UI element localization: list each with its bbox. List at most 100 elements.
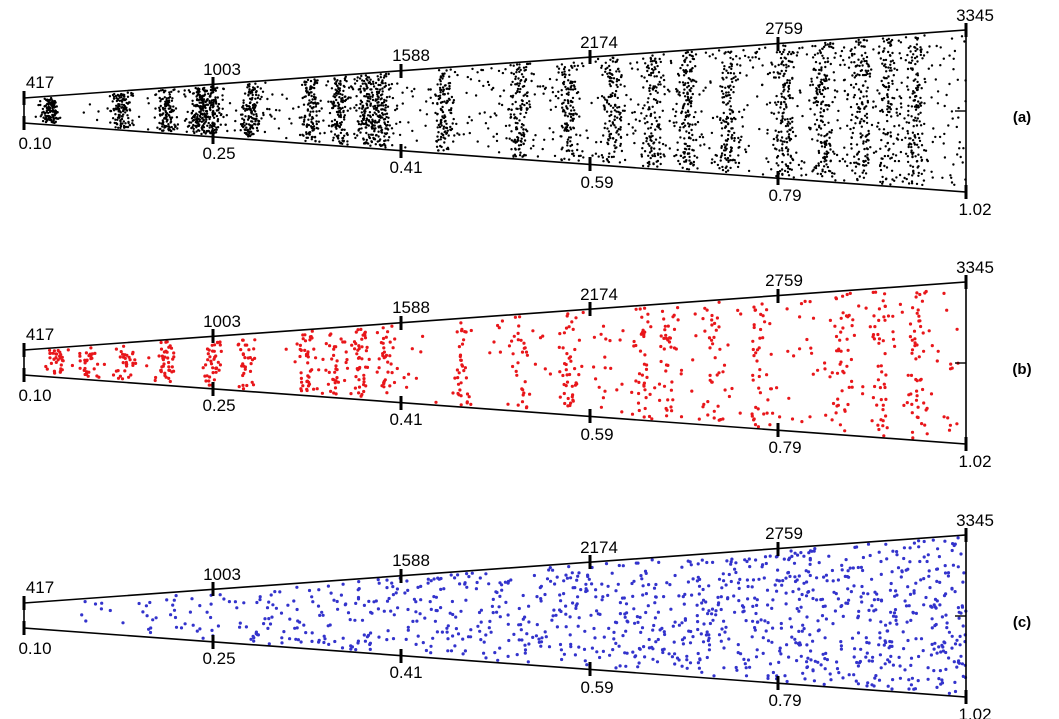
galaxy-point	[862, 142, 865, 145]
galaxy-point	[865, 39, 869, 42]
galaxy-point	[787, 133, 791, 136]
galaxy-point	[383, 135, 386, 138]
galaxy-point	[859, 136, 863, 139]
galaxy-point	[927, 329, 931, 333]
galaxy-point	[792, 51, 795, 55]
galaxy-point	[574, 112, 577, 115]
galaxy-point	[644, 62, 647, 65]
galaxy-point	[828, 318, 833, 322]
galaxy-point	[208, 117, 211, 121]
galaxy-point	[724, 86, 727, 90]
galaxy-point	[254, 104, 257, 107]
galaxy-point	[449, 125, 452, 129]
galaxy-point	[551, 91, 555, 94]
galaxy-point	[185, 117, 188, 121]
galaxy-point	[909, 618, 913, 622]
galaxy-point	[921, 132, 924, 135]
galaxy-point	[210, 628, 214, 632]
galaxy-point	[836, 597, 841, 601]
galaxy-point	[749, 59, 752, 62]
galaxy-point	[127, 116, 130, 120]
galaxy-point	[879, 163, 882, 166]
galaxy-point	[889, 183, 892, 186]
galaxy-point	[211, 106, 214, 109]
galaxy-point	[918, 139, 922, 143]
galaxy-point	[649, 136, 652, 139]
galaxy-point	[163, 96, 166, 99]
galaxy-point	[666, 324, 670, 328]
galaxy-point	[828, 143, 832, 146]
galaxy-point	[512, 334, 516, 338]
galaxy-point	[915, 88, 919, 92]
galaxy-point	[747, 169, 751, 173]
galaxy-point	[333, 96, 337, 99]
galaxy-point	[364, 142, 367, 145]
galaxy-point	[786, 130, 789, 133]
galaxy-point	[191, 109, 195, 113]
galaxy-point	[704, 633, 709, 637]
galaxy-point	[44, 114, 47, 117]
galaxy-point	[654, 138, 658, 141]
galaxy-point	[787, 120, 790, 124]
galaxy-point	[707, 643, 712, 647]
galaxy-point	[887, 50, 890, 54]
galaxy-point	[771, 626, 775, 630]
galaxy-point	[254, 97, 257, 101]
galaxy-point	[646, 120, 649, 124]
galaxy-point	[313, 97, 316, 101]
galaxy-point	[648, 89, 651, 93]
galaxy-point	[868, 72, 872, 75]
galaxy-point	[816, 139, 819, 142]
galaxy-point	[550, 618, 554, 622]
galaxy-point	[286, 603, 290, 607]
galaxy-point	[647, 108, 650, 111]
galaxy-point	[822, 165, 826, 168]
galaxy-point	[510, 108, 513, 111]
galaxy-point	[257, 122, 261, 126]
galaxy-point	[799, 302, 804, 306]
galaxy-point	[207, 348, 211, 352]
galaxy-point	[337, 104, 340, 108]
galaxy-point	[891, 82, 894, 86]
galaxy-point	[254, 117, 257, 121]
galaxy-point	[863, 106, 866, 109]
galaxy-point	[159, 100, 162, 103]
galaxy-point	[886, 108, 889, 111]
galaxy-point	[510, 139, 513, 142]
galaxy-point	[701, 640, 706, 644]
galaxy-point	[248, 131, 251, 135]
galaxy-point	[569, 113, 572, 116]
galaxy-point	[631, 111, 634, 115]
galaxy-point	[114, 113, 117, 116]
galaxy-point	[815, 104, 819, 107]
galaxy-point	[806, 656, 810, 660]
galaxy-point	[451, 391, 455, 395]
galaxy-point	[568, 355, 573, 359]
galaxy-point	[216, 105, 219, 108]
galaxy-point	[819, 114, 822, 118]
galaxy-point	[389, 609, 393, 613]
galaxy-point	[811, 596, 815, 601]
galaxy-point	[879, 180, 882, 184]
galaxy-point	[629, 98, 632, 101]
galaxy-point	[787, 65, 790, 68]
galaxy-point	[725, 143, 729, 146]
galaxy-point	[757, 374, 761, 379]
galaxy-point	[514, 121, 517, 125]
galaxy-point	[573, 347, 577, 352]
galaxy-point	[889, 66, 892, 70]
galaxy-point	[336, 101, 340, 105]
galaxy-point	[801, 114, 804, 118]
galaxy-point	[666, 338, 670, 342]
galaxy-point	[177, 90, 180, 93]
galaxy-point	[892, 153, 895, 156]
galaxy-point	[766, 72, 770, 76]
galaxy-point	[386, 123, 389, 127]
galaxy-point	[568, 69, 571, 72]
galaxy-point	[923, 423, 927, 427]
galaxy-point	[682, 74, 686, 77]
galaxy-point	[456, 382, 461, 386]
galaxy-point	[248, 105, 251, 109]
galaxy-point	[164, 102, 168, 105]
galaxy-point	[214, 131, 217, 134]
